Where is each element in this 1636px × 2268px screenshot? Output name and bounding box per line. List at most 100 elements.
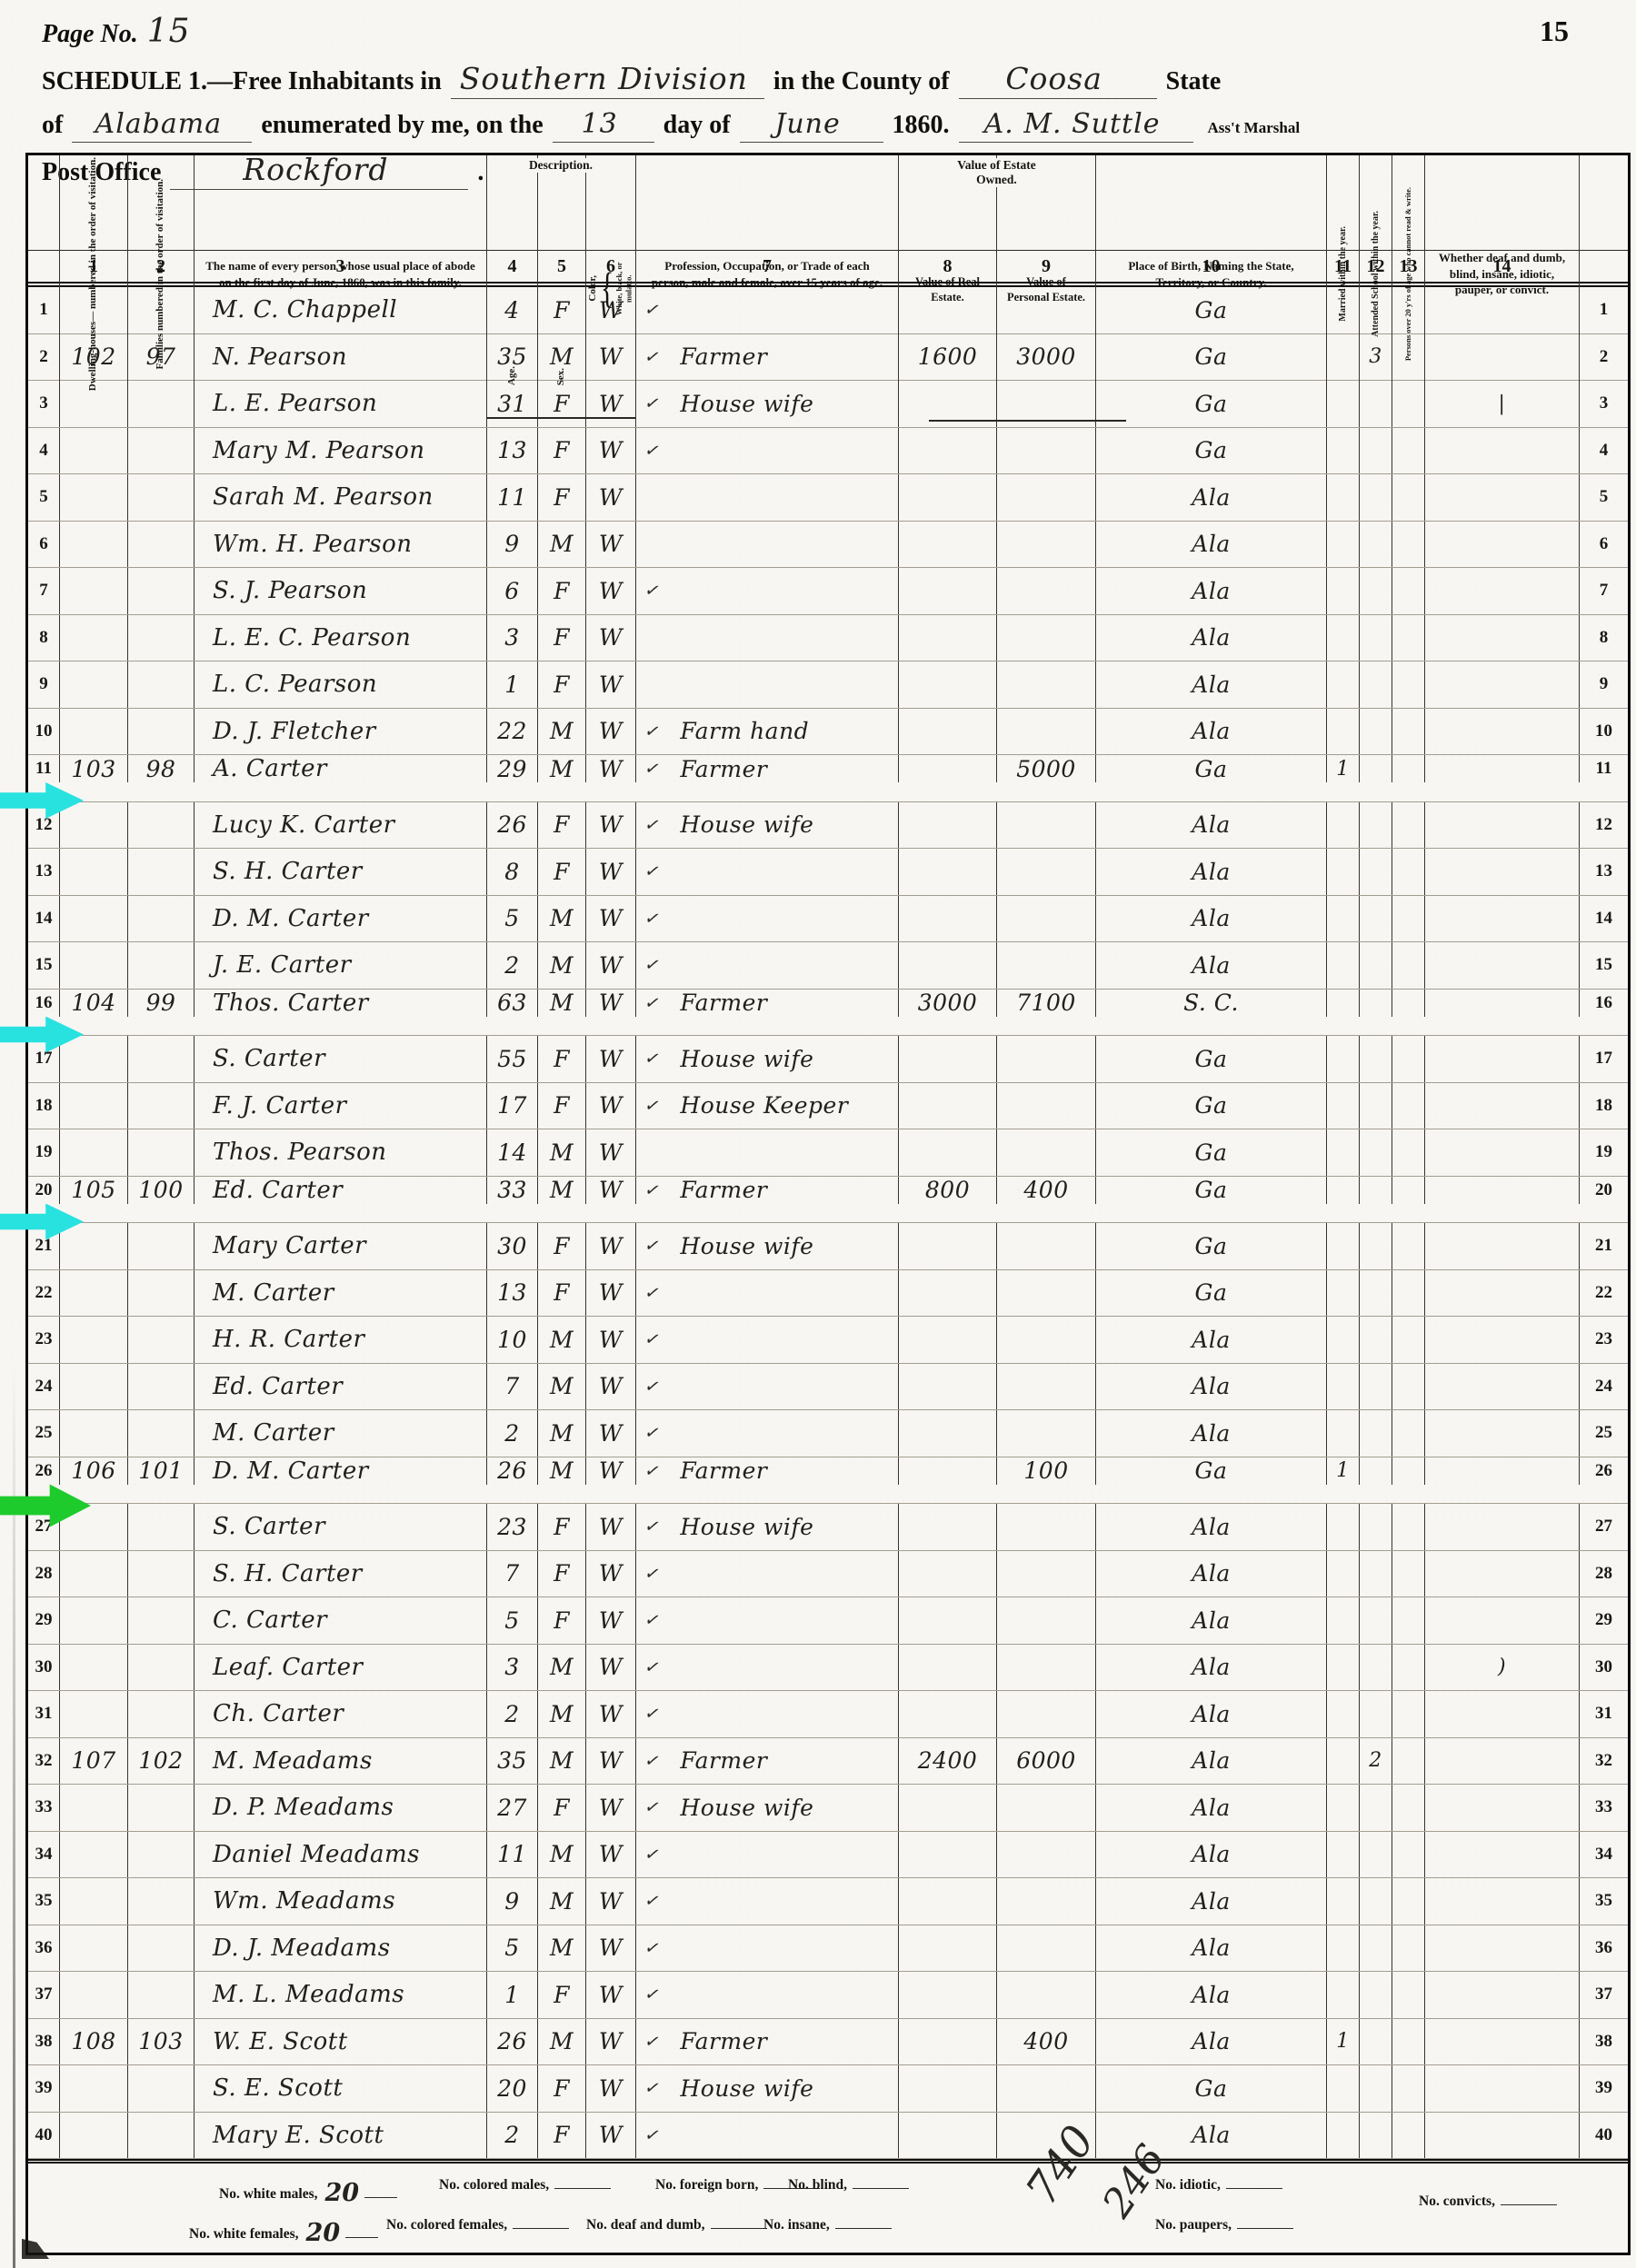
- cell-attended-school: [1359, 708, 1392, 754]
- cell-married-within-year: [1326, 474, 1359, 521]
- value-estate-group-rule: [929, 420, 1126, 422]
- page-no-label: Page No.: [42, 20, 138, 48]
- cell-name: Wm. Meadams: [194, 1878, 486, 1925]
- cell-real-estate-value: [898, 708, 996, 754]
- row-number-left: 13: [35, 861, 53, 881]
- cell-attended-school: [1359, 568, 1392, 614]
- cell-name: M. C. Chappell: [194, 287, 486, 333]
- cell-color: W: [585, 1597, 635, 1644]
- cell-birthplace: Ala: [1095, 2112, 1326, 2158]
- cell-cannot-read-write: [1392, 474, 1424, 521]
- cell-dwelling-number: [59, 1691, 127, 1737]
- cell-age: 30: [486, 1223, 537, 1269]
- footer-stat-label: No. blind,: [788, 2177, 848, 2193]
- cell-dwelling-number: [59, 1036, 127, 1082]
- state-field: Alabama: [72, 108, 253, 143]
- cell-color: W: [585, 1504, 635, 1550]
- cell-personal-estate-value: 400: [996, 2018, 1095, 2064]
- cell-age: 55: [486, 1036, 537, 1082]
- table-row: 29 C. Carter 5 F W ✓ Ala 29: [28, 1597, 1628, 1645]
- table-row: 25 M. Carter 2 M W ✓ Ala 25: [28, 1410, 1628, 1457]
- cell-family-number: 103: [127, 2018, 194, 2064]
- footer-stat-value: 20: [305, 2219, 341, 2247]
- cell-occupation: [635, 474, 898, 521]
- row-number-right: 24: [1579, 1363, 1628, 1409]
- cell-cannot-read-write: [1392, 1691, 1424, 1737]
- cell-real-estate-value: [898, 1036, 996, 1082]
- of-word: of: [42, 111, 64, 139]
- cell-sex: F: [537, 568, 585, 614]
- cell-dwelling-number: [59, 1410, 127, 1457]
- row-number-left: 17: [35, 1049, 53, 1069]
- cell-remarks: [1424, 1269, 1579, 1316]
- cell-occupation: ✓ House Keeper: [635, 1082, 898, 1129]
- cell-remarks: [1424, 1082, 1579, 1129]
- cell-age: 13: [486, 427, 537, 473]
- row-number-right: 21: [1579, 1223, 1628, 1269]
- num-blank-right: [1579, 251, 1628, 282]
- cell-age: 5: [486, 895, 537, 941]
- cell-attended-school: [1359, 381, 1392, 427]
- row-number-left: 38: [35, 2031, 53, 2051]
- cell-dwelling-number: [59, 1831, 127, 1877]
- table-row: 23 H. R. Carter 10 M W ✓ Ala 23: [28, 1317, 1628, 1364]
- cell-family-number: [127, 521, 194, 567]
- cell-occupation: ✓ House wife: [635, 1223, 898, 1269]
- cell-age: 9: [486, 1878, 537, 1925]
- cell-dwelling-number: [59, 1925, 127, 1971]
- cell-cannot-read-write: [1392, 1176, 1424, 1204]
- tally-tick-icon: ✓: [642, 1459, 663, 1482]
- cell-name: M. Carter: [194, 1269, 486, 1316]
- cell-married-within-year: [1326, 1129, 1359, 1176]
- footer-stat-label: No. white females,: [189, 2226, 299, 2242]
- row-number-left: 25: [35, 1423, 53, 1443]
- cell-sex: F: [537, 381, 585, 427]
- cell-cannot-read-write: [1392, 1317, 1424, 1363]
- cell-married-within-year: [1326, 1644, 1359, 1690]
- row-number-left: 15: [35, 955, 53, 975]
- cell-color: W: [585, 1644, 635, 1690]
- cell-birthplace: Ala: [1095, 568, 1326, 614]
- row-number-left: 22: [35, 1282, 53, 1302]
- cell-cannot-read-write: [1392, 287, 1424, 333]
- tally-tick-icon: ✓: [642, 860, 663, 882]
- cell-married-within-year: [1326, 2065, 1359, 2112]
- cell-personal-estate-value: [996, 662, 1095, 708]
- occupation-text: House wife: [680, 1045, 814, 1072]
- page-no-handwritten: 15: [146, 13, 191, 50]
- cell-name: S. H. Carter: [194, 849, 486, 895]
- cell-attended-school: [1359, 895, 1392, 941]
- row-number-left: 21: [35, 1236, 53, 1256]
- col-num-2: 2: [127, 251, 194, 282]
- row-number-left: 11: [35, 759, 52, 778]
- row-number-left: 20: [35, 1179, 53, 1199]
- cell-name: L. E. C. Pearson: [194, 614, 486, 661]
- cell-cannot-read-write: [1392, 1831, 1424, 1877]
- cell-personal-estate-value: [996, 381, 1095, 427]
- occupation-text: Farmer: [680, 1747, 768, 1775]
- cell-age: 3: [486, 1644, 537, 1690]
- cell-real-estate-value: [898, 614, 996, 661]
- tally-tick-icon: ✓: [642, 1937, 663, 1959]
- cell-remarks: [1424, 1878, 1579, 1925]
- cell-family-number: [127, 287, 194, 333]
- cell-occupation: ✓ Farmer: [635, 1176, 898, 1204]
- cell-dwelling-number: 108: [59, 2018, 127, 2064]
- cell-real-estate-value: [898, 1269, 996, 1316]
- cell-personal-estate-value: [996, 287, 1095, 333]
- cell-dwelling-number: [59, 427, 127, 473]
- row-number-left: 39: [35, 2078, 53, 2098]
- cell-family-number: 98: [127, 755, 194, 782]
- cell-cannot-read-write: [1392, 989, 1424, 1017]
- blank-line: [853, 2176, 910, 2189]
- cell-age: 10: [486, 1317, 537, 1363]
- cell-age: 1: [486, 662, 537, 708]
- footer-stat-label: No. white males,: [219, 2186, 318, 2202]
- blank-line: [554, 2176, 612, 2189]
- table-row: 36 D. J. Meadams 5 M W ✓ Ala 36: [28, 1925, 1628, 1972]
- cell-name: Thos. Carter: [194, 989, 486, 1017]
- occupation-text: House wife: [680, 390, 814, 417]
- post-office-period: .: [477, 158, 484, 186]
- table-row: 39 S. E. Scott 20 F W ✓ House wife Ga 39: [28, 2065, 1628, 2113]
- cell-attended-school: [1359, 1785, 1392, 1831]
